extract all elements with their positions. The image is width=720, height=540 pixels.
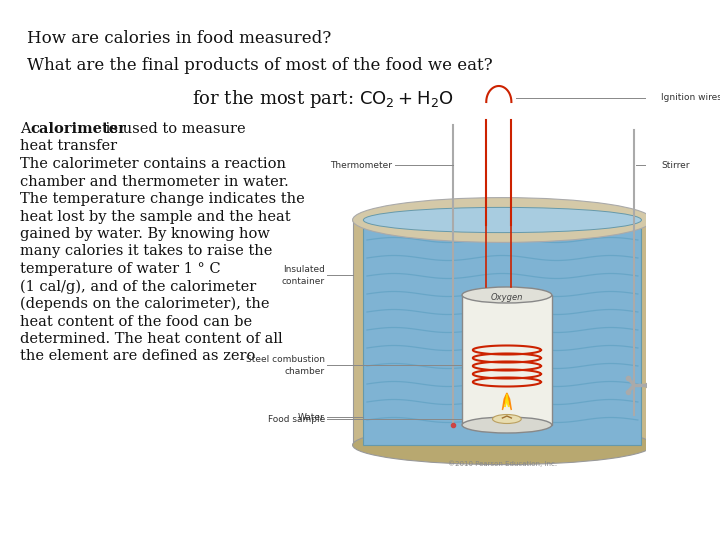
Text: How are calories in food measured?: How are calories in food measured? (27, 30, 331, 47)
Text: What are the final products of most of the food we eat?: What are the final products of most of t… (27, 57, 492, 74)
Text: Thermometer: Thermometer (330, 160, 392, 170)
Text: Oxygen: Oxygen (491, 293, 523, 302)
Text: for the most part: $\mathrm{CO_2 + H_2O}$: for the most part: $\mathrm{CO_2 + H_2O}… (192, 88, 454, 110)
Text: Food sample: Food sample (268, 415, 325, 423)
Text: determined. The heat content of all: determined. The heat content of all (19, 332, 282, 346)
Text: many calories it takes to raise the: many calories it takes to raise the (19, 245, 272, 259)
Text: calorimeter: calorimeter (30, 122, 126, 136)
Text: heat transfer: heat transfer (19, 139, 117, 153)
Polygon shape (505, 394, 509, 407)
Text: The temperature change indicates the: The temperature change indicates the (19, 192, 305, 206)
Text: gained by water. By knowing how: gained by water. By knowing how (19, 227, 269, 241)
Ellipse shape (462, 287, 552, 303)
Text: chamber: chamber (284, 367, 325, 375)
Polygon shape (353, 220, 652, 445)
Polygon shape (503, 393, 511, 410)
Text: Ignition wires: Ignition wires (661, 93, 720, 103)
Text: (depends on the calorimeter), the: (depends on the calorimeter), the (19, 297, 269, 312)
Text: container: container (282, 276, 325, 286)
Text: Water: Water (298, 413, 325, 422)
Text: The calorimeter contains a reaction: The calorimeter contains a reaction (19, 157, 286, 171)
Ellipse shape (353, 198, 652, 242)
Text: (1 cal/g), and of the calorimeter: (1 cal/g), and of the calorimeter (19, 280, 256, 294)
Text: chamber and thermometer in water.: chamber and thermometer in water. (19, 174, 289, 188)
Ellipse shape (353, 426, 652, 464)
Ellipse shape (364, 207, 642, 233)
Ellipse shape (492, 415, 521, 423)
Text: Insulated: Insulated (283, 265, 325, 273)
Text: is used to measure: is used to measure (101, 122, 246, 136)
Text: the element are defined as zero: the element are defined as zero (19, 349, 255, 363)
Text: Stirrer: Stirrer (661, 160, 690, 170)
Polygon shape (462, 295, 552, 425)
Text: A: A (19, 122, 35, 136)
Text: heat content of the food can be: heat content of the food can be (19, 314, 252, 328)
Polygon shape (364, 220, 642, 445)
Text: heat lost by the sample and the heat: heat lost by the sample and the heat (19, 210, 290, 224)
Text: Steel combustion: Steel combustion (246, 354, 325, 363)
Text: ©2010 Pearson Education, Inc.: ©2010 Pearson Education, Inc. (448, 460, 557, 467)
Text: temperature of water 1 ° C: temperature of water 1 ° C (19, 262, 220, 276)
Ellipse shape (462, 417, 552, 433)
